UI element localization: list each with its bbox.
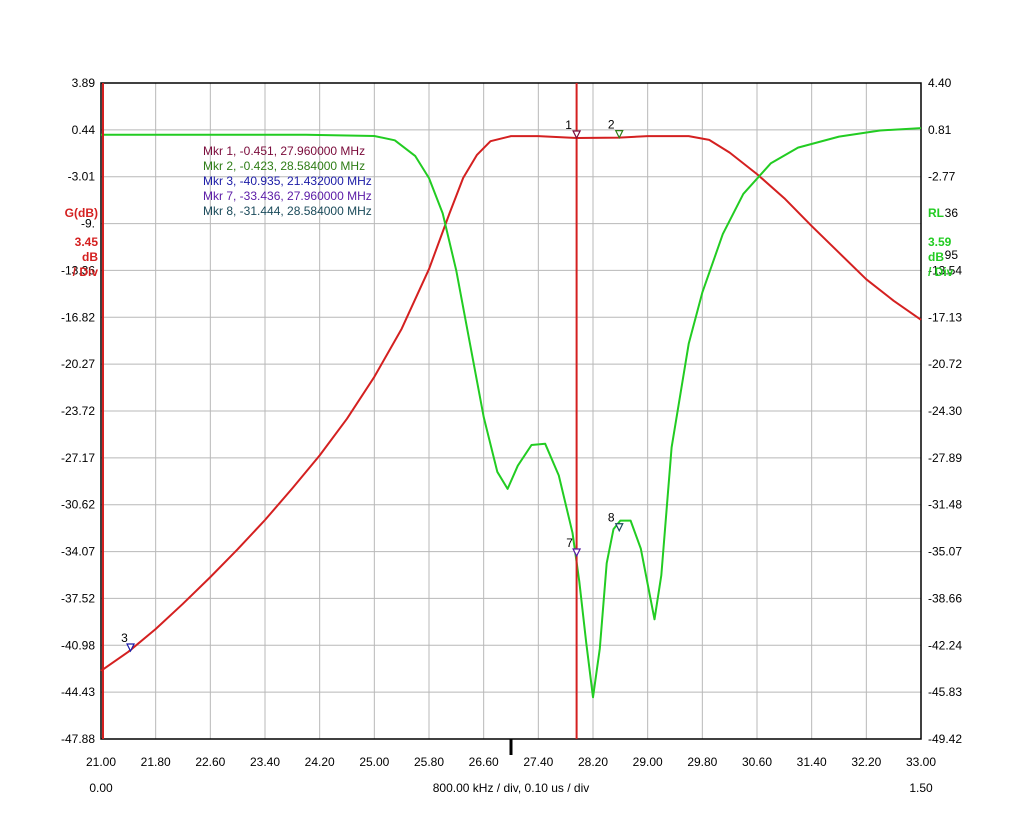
x-tick-label: 30.60 <box>742 755 772 769</box>
left-tick-label: 3.89 <box>72 76 96 90</box>
left-tick-label: -9. <box>81 217 95 231</box>
left-tick-label: -13.36 <box>61 263 95 277</box>
left-tick-label: -44.43 <box>61 685 95 699</box>
x-tick-label: 31.40 <box>797 755 827 769</box>
right-tick-label: -35.07 <box>928 545 962 559</box>
right-axis-label-suffix: 36 <box>945 206 959 220</box>
right-tick-label: -27.89 <box>928 451 962 465</box>
right-tick-labels: 4.40 0.81 -2.77 -13.54 -17.13 -20.72 -24.30 -27… <box>928 76 962 746</box>
right-tick-label: -49.42 <box>928 732 962 746</box>
x-tick-label: 23.40 <box>250 755 280 769</box>
marker-triangle <box>126 643 135 653</box>
marker-readout: Mkr 8, -31.444, 28.584000 MHz <box>203 204 372 218</box>
marker-readout: Mkr 7, -33.436, 27.960000 MHz <box>203 189 372 203</box>
left-tick-label: -47.88 <box>61 732 95 746</box>
left-tick-label: -23.72 <box>61 404 95 418</box>
right-scale-per: / Div <box>928 265 954 279</box>
right-tick-label: -45.83 <box>928 685 962 699</box>
left-tick-label: -30.62 <box>61 498 95 512</box>
left-tick-label: -20.27 <box>61 357 95 371</box>
x-tick-label: 21.00 <box>86 755 116 769</box>
right-tick-label: -20.72 <box>928 357 962 371</box>
right-scale-value: 3.59 <box>928 235 952 249</box>
series-lines <box>100 127 922 699</box>
marker-number: 3 <box>121 631 128 645</box>
left-tick-label: -34.07 <box>61 545 95 559</box>
right-tick-label: 4.40 <box>928 76 952 90</box>
marker-readout: Mkr 1, -0.451, 27.960000 MHz <box>203 144 365 158</box>
series-line-rl <box>101 127 922 699</box>
left-scale-unit: dB <box>82 250 98 264</box>
left-tick-label: -40.98 <box>61 638 95 652</box>
x-tick-label: 28.20 <box>578 755 608 769</box>
x-tick-label: 32.20 <box>851 755 881 769</box>
marker-triangle <box>614 523 624 533</box>
scale-caption: 800.00 kHz / div, 0.10 us / div <box>433 781 590 795</box>
marker-number: 8 <box>608 511 615 525</box>
x-tick-label: 21.80 <box>141 755 171 769</box>
marker-triangle <box>614 130 624 139</box>
marker-readout: Mkr 3, -40.935, 21.432000 MHz <box>203 174 372 188</box>
right-axis-label: RL <box>928 206 944 220</box>
right-tick-label: -38.66 <box>928 591 962 605</box>
plot-markers: 1 2 3 7 8 <box>121 118 624 653</box>
x-end-time: 1.50 <box>909 781 933 795</box>
x-tick-label: 26.60 <box>469 755 499 769</box>
left-scale-per: / Div <box>73 265 99 279</box>
right-scale-suffix: 95 <box>945 248 959 262</box>
left-tick-labels: 3.89 0.44 -3.01 -9. -13.36 -16.82 -20.27 -23.72… <box>61 76 95 746</box>
left-tick-label: -27.17 <box>61 451 95 465</box>
x-tick-label: 29.00 <box>633 755 663 769</box>
right-scale-unit: dB <box>928 250 944 264</box>
left-tick-label: -3.01 <box>68 170 96 184</box>
right-tick-label: -42.24 <box>928 638 962 652</box>
right-tick-label: -17.13 <box>928 310 962 324</box>
grid <box>100 82 922 755</box>
x-tick-label: 25.80 <box>414 755 444 769</box>
marker-number: 2 <box>608 118 615 132</box>
right-tick-label: -13.54 <box>928 263 962 277</box>
x-tick-label: 27.40 <box>523 755 553 769</box>
cursor-lines <box>102 83 578 739</box>
marker-number: 1 <box>565 118 572 132</box>
left-scale-value: 3.45 <box>75 235 99 249</box>
right-tick-label: -24.30 <box>928 404 962 418</box>
left-axis-label: G(dB) <box>65 206 98 220</box>
marker-readout: Mkr 2, -0.423, 28.584000 MHz <box>203 159 365 173</box>
x-tick-label: 22.60 <box>195 755 225 769</box>
right-tick-label: -2.77 <box>928 170 956 184</box>
marker-triangle <box>572 130 582 140</box>
marker-number: 7 <box>566 536 573 550</box>
x-tick-label: 25.00 <box>359 755 389 769</box>
series-line-g <box>100 135 922 672</box>
left-tick-label: -37.52 <box>61 591 95 605</box>
x-tick-label: 29.80 <box>687 755 717 769</box>
x-tick-label: 24.20 <box>305 755 335 769</box>
left-tick-label: 0.44 <box>72 123 96 137</box>
right-tick-label: 0.81 <box>928 123 952 137</box>
left-tick-label: -16.82 <box>61 310 95 324</box>
right-tick-label: -31.48 <box>928 498 962 512</box>
x-tick-label: 33.00 <box>906 755 936 769</box>
x-start-time: 0.00 <box>89 781 113 795</box>
x-tick-labels: 21.00 21.80 22.60 23.40 24.20 25.00 25.80 26.60… <box>86 755 936 769</box>
marker-triangle <box>572 548 582 558</box>
